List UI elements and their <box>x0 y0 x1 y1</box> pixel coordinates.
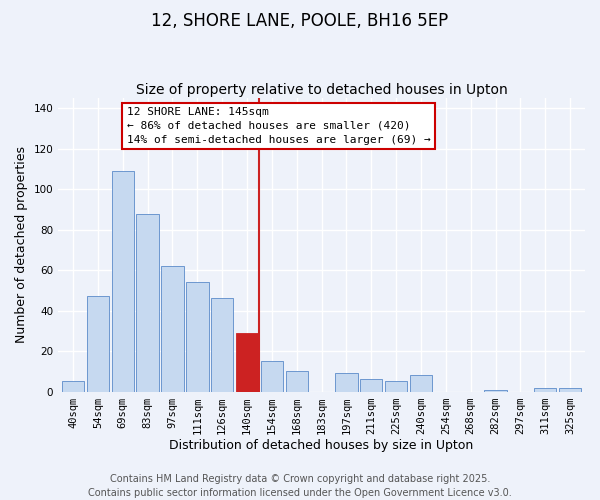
Bar <box>559 388 581 392</box>
Text: Contains HM Land Registry data © Crown copyright and database right 2025.
Contai: Contains HM Land Registry data © Crown c… <box>88 474 512 498</box>
Text: 12 SHORE LANE: 145sqm
← 86% of detached houses are smaller (420)
14% of semi-det: 12 SHORE LANE: 145sqm ← 86% of detached … <box>127 107 430 145</box>
Bar <box>385 382 407 392</box>
Bar <box>161 266 184 392</box>
Bar <box>211 298 233 392</box>
Bar <box>136 214 159 392</box>
Bar <box>186 282 209 392</box>
Bar <box>112 171 134 392</box>
X-axis label: Distribution of detached houses by size in Upton: Distribution of detached houses by size … <box>169 440 474 452</box>
Bar <box>335 374 358 392</box>
Text: 12, SHORE LANE, POOLE, BH16 5EP: 12, SHORE LANE, POOLE, BH16 5EP <box>151 12 449 30</box>
Bar <box>62 382 84 392</box>
Bar <box>260 361 283 392</box>
Bar <box>410 376 432 392</box>
Y-axis label: Number of detached properties: Number of detached properties <box>15 146 28 344</box>
Bar <box>360 380 382 392</box>
Title: Size of property relative to detached houses in Upton: Size of property relative to detached ho… <box>136 83 508 97</box>
Bar <box>534 388 556 392</box>
Bar <box>484 390 507 392</box>
Bar <box>236 333 258 392</box>
Bar <box>286 372 308 392</box>
Bar <box>87 296 109 392</box>
